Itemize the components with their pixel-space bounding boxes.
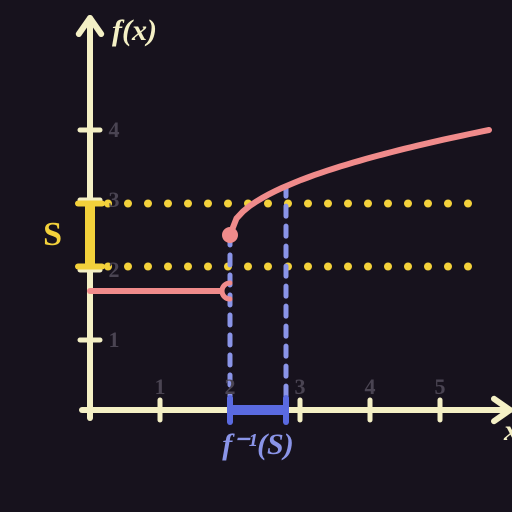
dotted-dot	[444, 200, 452, 208]
dotted-dot	[384, 200, 392, 208]
dotted-dot	[144, 200, 152, 208]
dotted-dot	[464, 200, 472, 208]
preimage-label: f⁻¹(S)	[222, 428, 293, 461]
closed-endpoint-icon	[222, 227, 238, 243]
dotted-dot	[324, 263, 332, 271]
dotted-dot	[204, 200, 212, 208]
dotted-dot	[184, 263, 192, 271]
dotted-dot	[344, 263, 352, 271]
dotted-dot	[344, 200, 352, 208]
x-tick-label: 1	[155, 374, 166, 399]
y-tick-label: 3	[109, 187, 120, 212]
dotted-dot	[364, 263, 372, 271]
dotted-dot	[324, 200, 332, 208]
y-tick-label: 4	[109, 117, 120, 142]
dotted-dot	[224, 200, 232, 208]
dotted-dot	[124, 200, 132, 208]
set-s-label: S	[43, 216, 62, 253]
dotted-dot	[364, 200, 372, 208]
dotted-dot	[444, 263, 452, 271]
inverse-image-diagram: 123451234 f(x)xSf⁻¹(S)	[0, 0, 512, 512]
dotted-dot	[164, 200, 172, 208]
dotted-dot	[404, 263, 412, 271]
dotted-dot	[164, 263, 172, 271]
dotted-dot	[304, 200, 312, 208]
dotted-dot	[264, 263, 272, 271]
dotted-dot	[144, 263, 152, 271]
dotted-dot	[384, 263, 392, 271]
dotted-dot	[124, 263, 132, 271]
dotted-dot	[264, 200, 272, 208]
dotted-dot	[244, 263, 252, 271]
x-tick-label: 4	[365, 374, 376, 399]
dotted-dot	[184, 200, 192, 208]
y-axis-label: f(x)	[112, 14, 157, 47]
dotted-dot	[304, 263, 312, 271]
dotted-dot	[204, 263, 212, 271]
x-tick-label: 5	[435, 374, 446, 399]
dotted-dot	[424, 200, 432, 208]
x-axis-label: x	[503, 414, 512, 447]
y-tick-label: 1	[109, 327, 120, 352]
dotted-dot	[464, 263, 472, 271]
dotted-dot	[424, 263, 432, 271]
y-tick-label: 2	[109, 257, 120, 282]
dotted-dot	[404, 200, 412, 208]
x-tick-label: 3	[295, 374, 306, 399]
